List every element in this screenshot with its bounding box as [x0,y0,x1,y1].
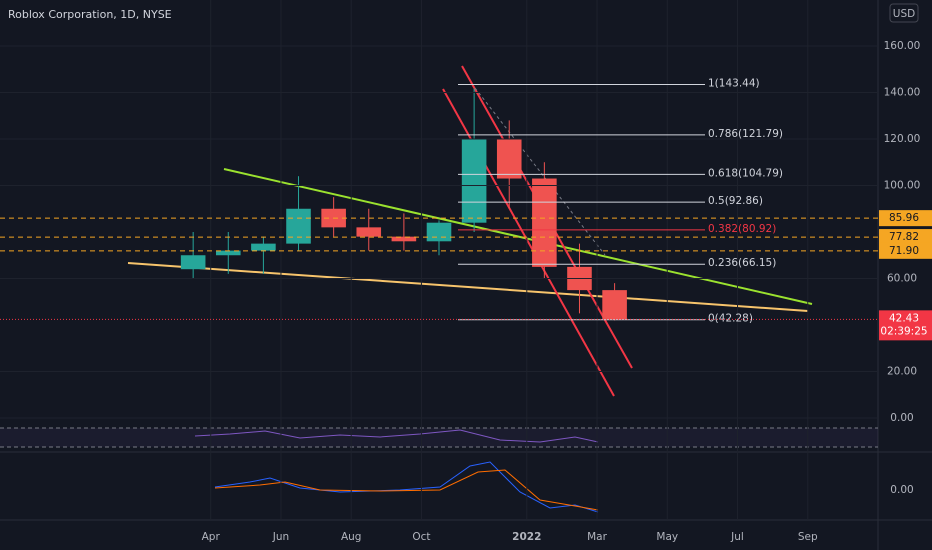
rsi [194,429,599,443]
currency-box[interactable] [889,3,919,23]
chart-title: Roblox Corporation, 1D, NYSE [8,8,172,21]
macd-tick-label: 0.00 [890,484,913,496]
level-tag [879,242,932,259]
y-tick-label: 140.00 [884,87,921,99]
level-label: 85.96 [889,212,919,224]
y-tick-label: 100.00 [884,180,921,192]
y-tick-label: 160.00 [884,40,921,52]
candle-body [496,139,522,179]
candle-body [391,236,417,242]
fib-label: 0.5(92.86) [708,195,763,207]
y-tick-label: 120.00 [884,133,921,145]
currency: USD [893,8,915,20]
trendline [223,168,813,305]
x-tick-label: Apr [202,531,221,543]
last-price-label: 42.43 [889,312,919,324]
candle-body [251,243,276,251]
y-tick-label: 60.00 [887,273,917,285]
candle-body [180,255,206,270]
signal-line [214,469,599,511]
level-tag [879,229,932,246]
fib-label: 0.382(80.92) [708,223,776,235]
x-tick-label: Jun [272,531,289,543]
x-tick-label: May [656,531,678,543]
level-tag [879,210,932,227]
fib-label: 0(42.28) [708,313,753,325]
candle-body [602,290,627,320]
x-tick-label: Sep [798,531,818,543]
fib-label: 0.236(66.15) [708,257,776,269]
level-label: 77.82 [889,231,919,243]
trendline [127,262,809,312]
fib-label: 1(143.44) [708,78,760,90]
countdown: 02:39:25 [880,325,927,337]
candle-body [286,208,311,244]
fib-label: 0.618(104.79) [708,167,783,179]
candle-body [532,178,557,267]
rsi-band [0,428,878,447]
x-tick-label: 2022 [512,531,541,543]
candle-body [215,250,241,256]
x-tick-label: Aug [341,531,362,543]
x-tick-label: Jul [730,531,744,543]
candle-body [356,227,382,237]
level-label: 71.90 [889,245,919,257]
x-tick-label: Oct [412,531,430,543]
fib-trend [474,87,606,256]
x-tick-label: Mar [587,531,607,543]
fib-label: 0.786(121.79) [708,128,783,140]
macd-line [214,461,599,513]
candle-body [461,139,487,223]
y-tick-label: 0.00 [890,412,913,424]
last-price-tag [879,310,932,341]
y-tick-label: 20.00 [887,366,917,378]
candle-body [426,222,452,242]
